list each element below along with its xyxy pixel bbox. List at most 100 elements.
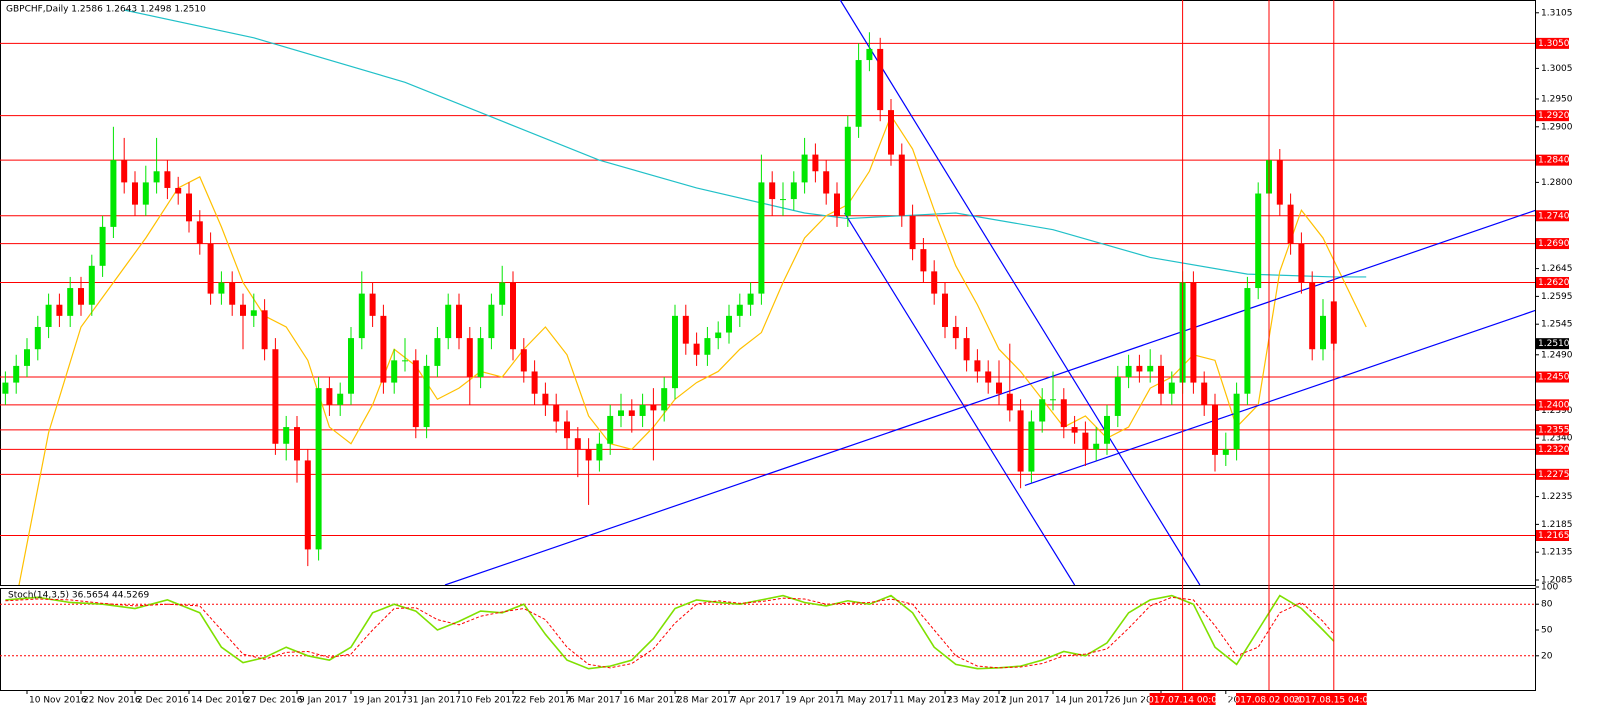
candle-body [2,382,9,394]
marker-label: 2017.08.02 00:00 [1229,696,1310,706]
candle-body [326,388,333,405]
main-panel [0,0,1536,586]
overlay-line [444,209,1535,585]
candle-body [1190,282,1197,383]
y-tick-label: 1.2800 [1541,178,1573,188]
candle-body [153,171,160,183]
y-tick-label: 1.2490 [1541,350,1573,360]
candle-body [1201,382,1208,405]
x-tick-label: 22 Feb 2017 [515,696,571,706]
candle-body [358,293,365,339]
candle-body [315,388,322,550]
y-tick-label: 1.2950 [1541,94,1573,104]
x-tick-label: 26 Jun 2017 [1109,696,1163,706]
stoch-title: Stoch(14,3,5) 36.5654 44.5269 [8,591,149,601]
candle-body [304,460,311,550]
candle-body [380,315,387,383]
candle-body [564,421,570,439]
candle-body [1168,382,1175,394]
candle-body [196,221,203,244]
candle-body [1006,393,1013,411]
y-tick-label: 1.2235 [1541,492,1573,502]
candle-body [877,48,884,111]
y-tick-label: 1.2900 [1541,122,1573,132]
candle-body [175,187,182,194]
level-label-box [1536,210,1569,222]
candle-body [261,310,268,350]
candle-body [585,449,592,461]
x-tick-label: 1 May 2017 [839,696,892,706]
candle-body [855,60,862,127]
candle-body [229,282,236,305]
candle-body [412,360,419,428]
level-label: 1.2840 [1538,156,1570,166]
candle-body [456,304,462,339]
candle-body [672,315,678,389]
stoch-tick-label: 50 [1541,626,1553,636]
candle-body [67,288,74,316]
candle-body [952,326,959,339]
candle-body [78,288,84,305]
candle-body [1244,288,1251,394]
x-tick-label: 6 Mar 2017 [569,696,620,706]
candle-body [1255,193,1262,289]
candle-body [369,293,376,316]
level-label-box [1536,443,1569,455]
y-tick-label: 1.2185 [1541,520,1573,530]
stoch-line [5,596,1335,669]
y-tick-label: 1.2135 [1541,548,1573,558]
candle-body [13,365,20,383]
candle-body [45,304,52,327]
x-tick-label: 2 Dec 2016 [137,696,189,706]
candle-body [1060,399,1067,428]
x-tick-label: 14 Jun 2017 [1055,696,1109,706]
candle-body [812,154,819,172]
candle-body [110,160,117,227]
candle-body [1298,243,1305,283]
candle-body [682,315,689,344]
axes: 1.3105 1.3005 1.2950 1.2900 1.2800 1.2645 1.25… [26,0,1573,706]
candle-body [207,243,214,294]
overlay-line [18,114,1367,585]
stoch-panel [0,588,1536,691]
candle-body [909,215,916,250]
candle-body [931,271,938,294]
x-tick-label: 7 Apr 2017 [731,696,781,706]
y-tick-label: 1.3005 [1541,64,1573,74]
x-tick-label: 10 Nov 2016 [29,696,87,706]
candle-body [942,293,948,327]
candle-body [1158,365,1164,394]
level-label: 1.2740 [1538,211,1570,221]
level-label-box [1536,276,1569,288]
candle-body [1233,393,1240,450]
x-tick-label: 9 Jan 2017 [299,696,347,706]
candle-body [1136,365,1143,372]
level-label-box [1536,530,1569,542]
last-price-label: 1.2510 [1538,339,1570,349]
stoch-tick-label: 100 [1541,583,1558,593]
candle-body [488,304,495,339]
candle-body [520,349,527,372]
candle-body [88,265,95,305]
candle-body [1320,315,1326,350]
level-label: 1.2690 [1538,239,1570,249]
y-tick-label: 1.2645 [1541,264,1573,274]
candle-body [963,338,970,361]
last-price-box [1536,338,1569,350]
candle-body [24,349,30,366]
level-label: 1.3050 [1538,39,1570,49]
candle-body [790,182,797,200]
x-tick-label: 19 Apr 2017 [785,696,841,706]
candle-body [348,338,354,394]
candle-body [240,304,246,316]
candle-body [510,282,516,350]
candle-body [553,404,560,422]
overlay-line [844,212,1076,585]
candle-body [164,171,171,188]
candle-body [715,332,722,339]
candle-body [1028,421,1035,472]
candle-body [542,393,549,405]
candle-body [531,371,538,394]
candle-body [1039,399,1046,422]
